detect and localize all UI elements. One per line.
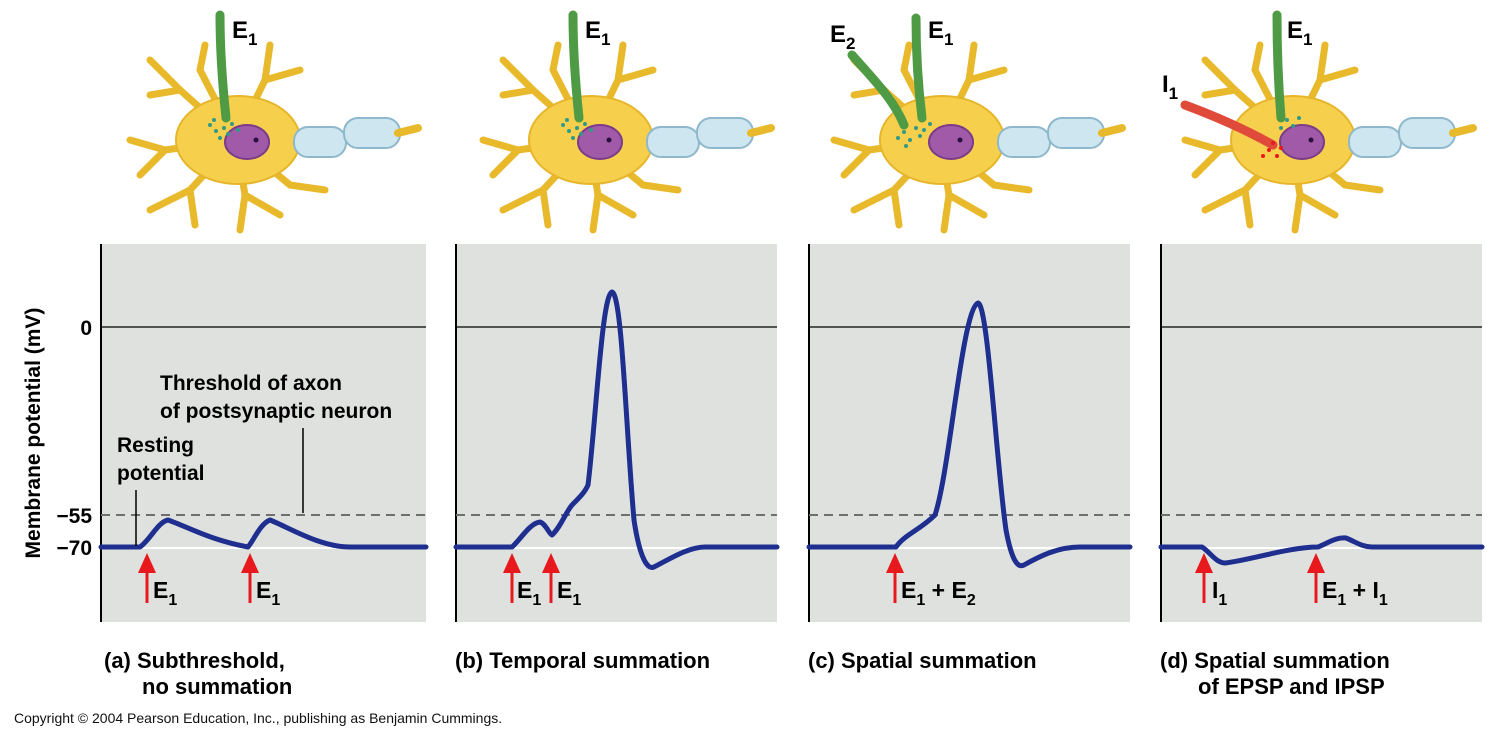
excitatory-axon-e1	[1272, 10, 1286, 123]
nucleolus	[606, 137, 612, 143]
y-tick-minus70: −70	[56, 537, 92, 560]
axon-myelin	[646, 117, 775, 158]
vesicles	[896, 122, 932, 148]
axon-myelin	[1348, 117, 1477, 158]
excitatory-axon-e1	[215, 10, 231, 123]
copyright-notice: Copyright © 2004 Pearson Education, Inc.…	[14, 710, 503, 726]
stimulus-arrow-c1	[886, 553, 904, 603]
neuron-d	[1180, 10, 1477, 234]
stimulus-label-d2: E1 + I1	[1322, 577, 1388, 609]
stimulus-label-a1: E1	[153, 577, 177, 609]
stimulus-label-b1: E1	[517, 577, 541, 609]
vesicles	[561, 118, 593, 140]
neuron-label-c-e1: E1	[928, 17, 953, 49]
nucleus	[224, 124, 270, 160]
stimulus-arrow-a1	[138, 553, 156, 603]
stimulus-label-b2: E1	[557, 577, 581, 609]
vesicles	[208, 118, 240, 140]
neuron-label-c-e2: E2	[830, 21, 855, 53]
trace-a	[98, 517, 429, 550]
nucleolus	[253, 137, 259, 143]
caption-d: (d) Spatial summation of EPSP and IPSP	[1160, 648, 1390, 700]
neuron-b	[479, 10, 775, 234]
caption-b-line1: (b) Temporal summation	[455, 648, 711, 673]
caption-d-line1: (d) Spatial summation	[1160, 648, 1390, 673]
caption-a: (a) Subthreshold, no summation	[104, 648, 292, 700]
neuron-illustrations: E1 E1 E2 E1 I1 E1	[126, 10, 1477, 234]
caption-a-line2: no summation	[142, 674, 293, 699]
neuron-labels: E1 E1 E2 E1 I1 E1	[232, 17, 1312, 103]
stimulus-label-c1: E1 + E2	[901, 577, 976, 609]
trace-c	[806, 300, 1133, 569]
trace-b	[453, 289, 780, 570]
axon-myelin	[293, 117, 422, 158]
stimulus-arrow-d1	[1195, 553, 1213, 603]
nucleolus	[957, 137, 963, 143]
stimulus-arrow-a2	[241, 553, 259, 603]
stimulus-arrow-b2	[542, 553, 560, 603]
inhibitory-axon-i1	[1180, 100, 1278, 150]
neuron-label-d-e1: E1	[1287, 17, 1312, 49]
membrane-traces	[98, 289, 1485, 570]
axon-myelin	[997, 117, 1126, 158]
y-tick-0: 0	[80, 317, 92, 340]
vesicles	[1261, 116, 1301, 158]
y-axis: Membrane potential (mV) 0 −55 −70	[22, 308, 92, 560]
nucleus	[1279, 124, 1325, 160]
excitatory-axon-e1	[911, 13, 927, 123]
panel-axis-lines	[100, 244, 1162, 622]
stimulus-label-a2: E1	[256, 577, 280, 609]
potential-panels: E1 E1 E1 E1 E1 + E2 I1 E1 + I1 Threshold…	[98, 244, 1485, 622]
stimulus-arrow-b1	[503, 553, 521, 603]
nucleolus	[1308, 137, 1314, 143]
stimulus-labels: E1 E1 E1 E1 E1 + E2 I1 E1 + I1	[153, 577, 1388, 609]
nucleus	[577, 124, 623, 160]
panel-c-background	[808, 244, 1130, 622]
resting-label-line2: potential	[117, 462, 205, 485]
neuron-label-d-i1: I1	[1162, 71, 1178, 103]
y-axis-label: Membrane potential (mV)	[22, 308, 45, 559]
trace-d	[1158, 535, 1485, 566]
threshold-label-line2: of postsynaptic neuron	[160, 400, 392, 423]
y-tick-minus55: −55	[56, 505, 92, 528]
panel-a-annotations: Threshold of axon of postsynaptic neuron…	[117, 372, 392, 546]
neuron-c	[830, 13, 1126, 234]
resting-label-line1: Resting	[117, 434, 194, 457]
stimulus-label-d1: I1	[1212, 577, 1227, 609]
caption-a-line1: (a) Subthreshold,	[104, 648, 285, 673]
stimulus-arrow-d2	[1307, 553, 1325, 603]
threshold-label-line1: Threshold of axon	[160, 372, 342, 395]
neuron-label-b-e1: E1	[585, 17, 610, 49]
stimulus-arrows	[138, 553, 1325, 603]
caption-b: (b) Temporal summation	[455, 648, 710, 674]
nucleus	[928, 124, 974, 160]
caption-d-line2: of EPSP and IPSP	[1198, 674, 1385, 699]
neuron-a	[126, 10, 422, 234]
caption-c-line1: (c) Spatial summation	[808, 648, 1037, 673]
excitatory-axon-e2	[847, 50, 909, 130]
caption-c: (c) Spatial summation	[808, 648, 1037, 674]
panel-a-background	[100, 244, 426, 622]
excitatory-axon-e1	[568, 10, 584, 123]
neuron-label-a-e1: E1	[232, 17, 257, 49]
